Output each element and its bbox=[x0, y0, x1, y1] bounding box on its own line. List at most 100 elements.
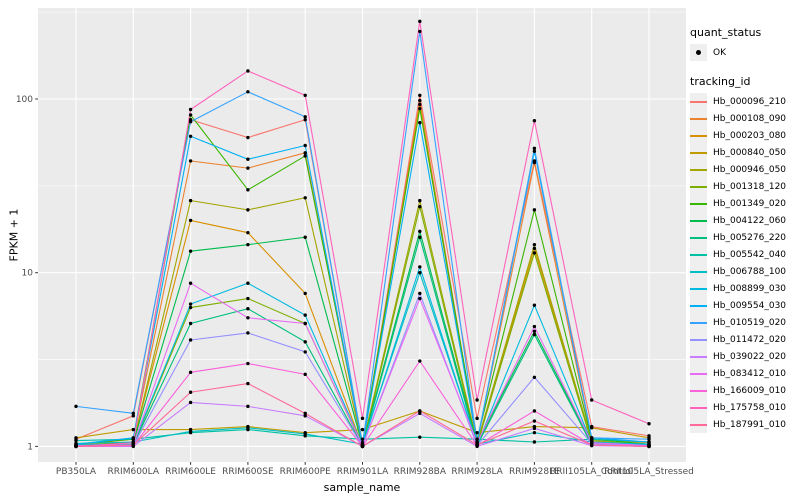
data-point bbox=[131, 443, 135, 447]
legend-title-tracking-id: tracking_id bbox=[690, 75, 751, 88]
line-key-icon bbox=[690, 127, 707, 144]
line-key-icon bbox=[690, 382, 707, 399]
data-point bbox=[246, 426, 250, 430]
data-point bbox=[188, 120, 193, 124]
data-point bbox=[74, 438, 78, 443]
data-point bbox=[246, 381, 250, 386]
x-tick-label: RRIM600LE bbox=[165, 467, 216, 477]
legend-item-Hb_187991_010: Hb_187991_010 bbox=[690, 416, 800, 433]
data-point bbox=[532, 251, 537, 255]
data-point bbox=[590, 443, 594, 447]
legend-item-Hb_001349_020: Hb_001349_020 bbox=[690, 195, 800, 212]
legend-item-Hb_175758_010: Hb_175758_010 bbox=[690, 399, 800, 416]
data-point bbox=[246, 331, 250, 335]
x-tick-label: RRIM928LA bbox=[451, 467, 503, 477]
legend-item-label: Hb_000108_090 bbox=[713, 113, 787, 124]
legend-item-Hb_000946_050: Hb_000946_050 bbox=[690, 161, 800, 178]
data-point bbox=[246, 135, 250, 140]
data-point bbox=[418, 106, 422, 111]
data-point bbox=[303, 313, 307, 317]
data-point bbox=[303, 143, 307, 148]
data-point bbox=[246, 208, 250, 212]
x-tick-label: RRII105LA_Stressed bbox=[604, 467, 694, 477]
data-point bbox=[647, 422, 651, 426]
x-tick-label: RRIM928BA bbox=[394, 467, 447, 477]
data-point bbox=[360, 437, 365, 441]
data-point bbox=[418, 93, 422, 98]
x-tick-label: RRIM928LE bbox=[509, 467, 560, 477]
data-point bbox=[475, 398, 479, 402]
data-point bbox=[532, 242, 537, 247]
data-point bbox=[303, 372, 307, 377]
data-point bbox=[188, 338, 193, 342]
data-point bbox=[418, 29, 422, 34]
data-point bbox=[246, 230, 250, 235]
data-point bbox=[131, 436, 135, 440]
data-point bbox=[303, 340, 307, 344]
data-point bbox=[303, 291, 307, 296]
data-point bbox=[360, 416, 365, 421]
data-point bbox=[246, 281, 250, 285]
data-point bbox=[303, 411, 307, 416]
data-point bbox=[246, 316, 250, 320]
data-point bbox=[303, 414, 307, 418]
data-point bbox=[532, 375, 537, 379]
data-point bbox=[590, 426, 594, 430]
data-point bbox=[590, 398, 594, 402]
legend-item-label: Hb_011472_020 bbox=[713, 334, 787, 345]
data-point bbox=[475, 437, 479, 441]
data-point bbox=[74, 404, 78, 409]
data-point bbox=[246, 296, 250, 301]
y-tick-label: 100 bbox=[16, 95, 33, 105]
data-point bbox=[475, 430, 479, 435]
legend-item-label: Hb_000203_080 bbox=[713, 130, 787, 141]
data-point bbox=[418, 19, 422, 24]
data-point bbox=[246, 166, 250, 170]
data-point bbox=[647, 440, 651, 444]
legend-item-Hb_083412_010: Hb_083412_010 bbox=[690, 365, 800, 382]
data-point bbox=[246, 69, 250, 73]
legend-item-Hb_010519_020: Hb_010519_020 bbox=[690, 314, 800, 331]
data-point bbox=[303, 235, 307, 239]
data-point bbox=[532, 303, 537, 307]
legend-item-Hb_000096_210: Hb_000096_210 bbox=[690, 93, 800, 110]
data-point bbox=[418, 102, 422, 107]
data-point bbox=[532, 146, 537, 151]
data-point bbox=[418, 296, 422, 301]
line-key-icon bbox=[690, 212, 707, 229]
data-point bbox=[246, 188, 250, 192]
data-point bbox=[647, 444, 651, 449]
line-key-icon bbox=[690, 399, 707, 416]
data-point bbox=[303, 350, 307, 354]
data-point bbox=[418, 359, 422, 363]
data-point bbox=[303, 154, 307, 158]
data-point bbox=[532, 246, 537, 251]
data-point bbox=[188, 390, 193, 394]
line-key-icon bbox=[690, 178, 707, 195]
data-point bbox=[303, 196, 307, 200]
data-point bbox=[188, 281, 193, 285]
legend-title-quant-status: quant_status bbox=[690, 26, 762, 39]
data-point bbox=[532, 119, 537, 123]
legend-item-Hb_166009_010: Hb_166009_010 bbox=[690, 382, 800, 399]
data-points bbox=[74, 19, 651, 449]
data-point bbox=[532, 160, 537, 165]
legend-item-label: Hb_006788_100 bbox=[713, 266, 787, 277]
data-point bbox=[188, 218, 193, 223]
line-key-icon bbox=[690, 246, 707, 263]
data-point bbox=[418, 198, 422, 203]
data-point bbox=[74, 436, 78, 440]
data-point bbox=[418, 291, 422, 296]
line-key-icon bbox=[690, 110, 707, 127]
data-point bbox=[131, 411, 135, 416]
data-point bbox=[188, 302, 193, 306]
legend-item-Hb_005276_220: Hb_005276_220 bbox=[690, 229, 800, 246]
legend-item-Hb_001318_120: Hb_001318_120 bbox=[690, 178, 800, 195]
legend-item-label: Hb_004122_060 bbox=[713, 215, 787, 226]
data-point bbox=[590, 436, 594, 440]
legend-item-label: Hb_039022_020 bbox=[713, 351, 787, 362]
x-tick-label: RRIM600LA bbox=[108, 467, 160, 477]
legend-item-Hb_039022_020: Hb_039022_020 bbox=[690, 348, 800, 365]
data-point bbox=[246, 307, 250, 311]
